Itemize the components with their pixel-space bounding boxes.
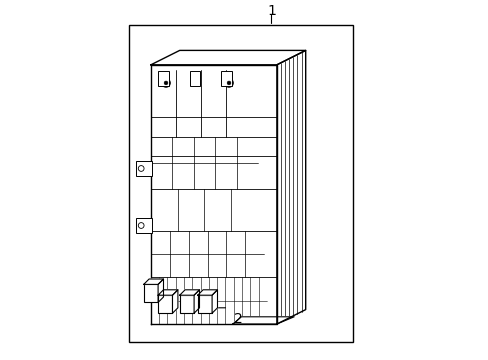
Polygon shape — [158, 290, 178, 295]
Polygon shape — [194, 290, 199, 313]
Text: 2: 2 — [233, 312, 242, 325]
Bar — [179, 295, 194, 313]
Bar — [129, 25, 352, 342]
Polygon shape — [179, 290, 199, 295]
Circle shape — [227, 81, 230, 85]
Polygon shape — [197, 290, 217, 295]
Polygon shape — [232, 317, 294, 324]
Polygon shape — [151, 50, 305, 65]
Bar — [197, 295, 212, 313]
Circle shape — [162, 78, 170, 87]
Bar — [158, 71, 168, 86]
Bar — [136, 161, 152, 176]
Circle shape — [138, 222, 144, 228]
Circle shape — [164, 81, 167, 85]
Bar — [143, 284, 158, 302]
Polygon shape — [158, 279, 163, 302]
Bar — [189, 71, 200, 86]
Polygon shape — [276, 50, 305, 324]
Bar — [136, 218, 152, 233]
Circle shape — [138, 166, 144, 171]
Polygon shape — [143, 279, 163, 284]
Polygon shape — [172, 290, 178, 313]
Bar — [158, 295, 172, 313]
Text: 1: 1 — [266, 4, 275, 18]
Circle shape — [224, 78, 233, 87]
Bar — [221, 71, 231, 86]
Polygon shape — [212, 290, 217, 313]
